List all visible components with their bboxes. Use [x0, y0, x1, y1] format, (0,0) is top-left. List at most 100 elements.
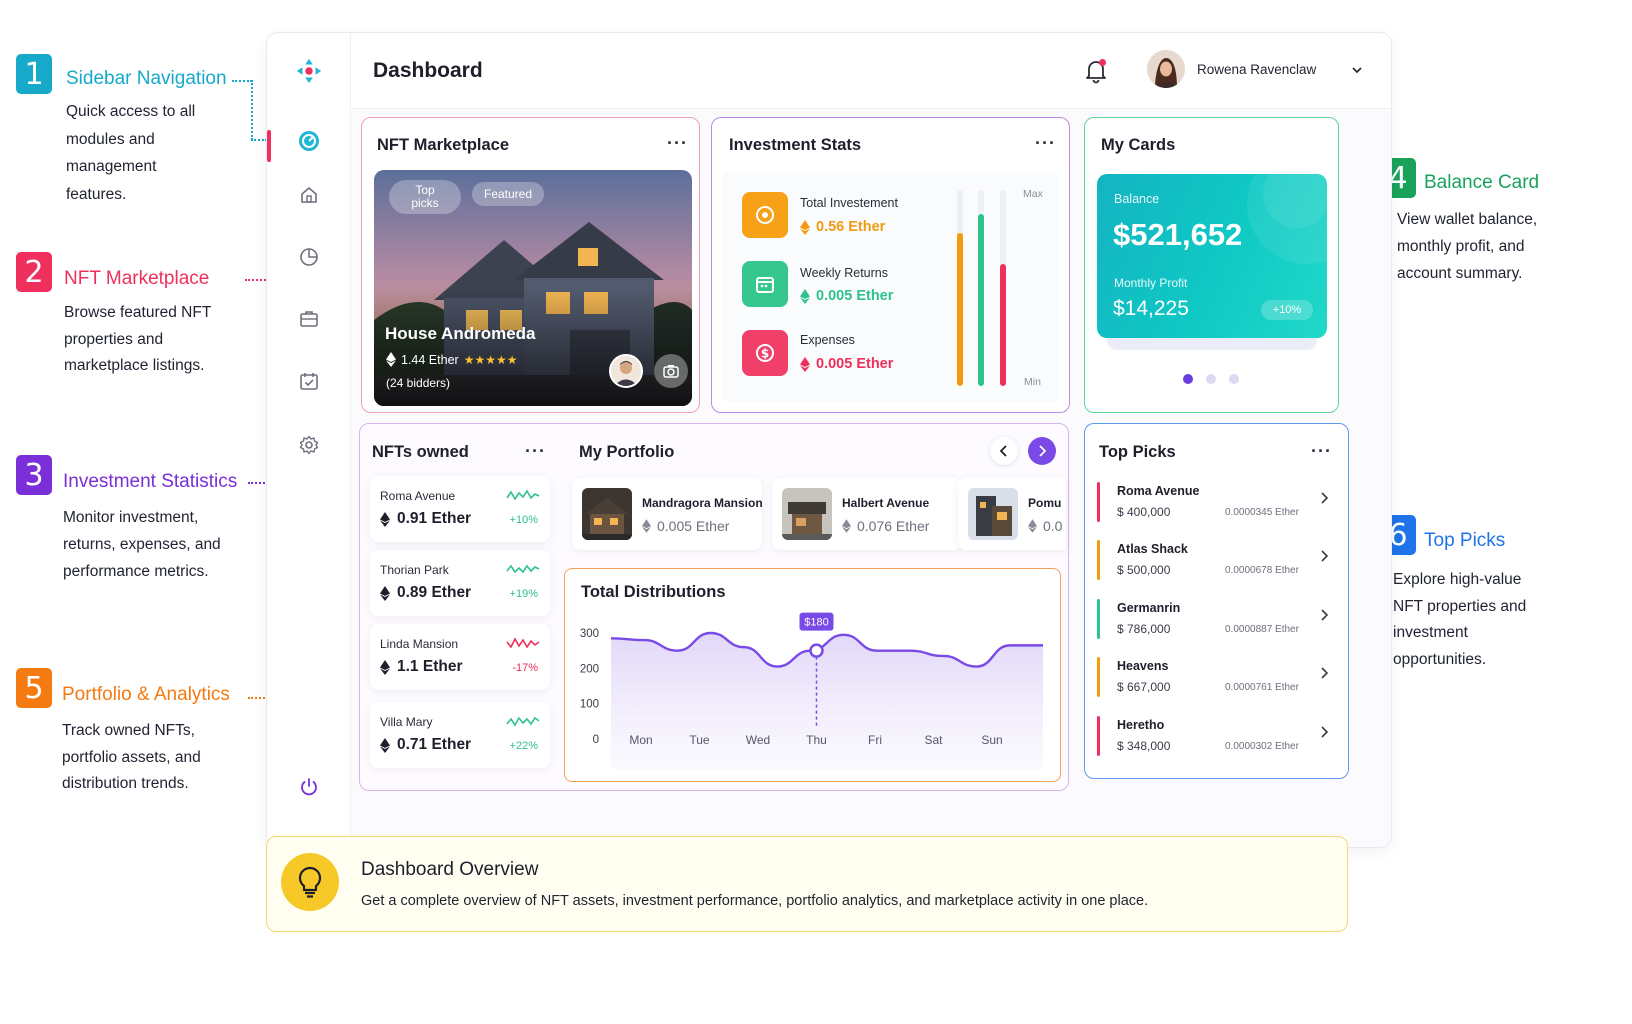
card-title: NFT Marketplace — [377, 136, 510, 154]
balance-amount: $521,652 — [1113, 217, 1243, 252]
carousel-dot[interactable] — [1206, 374, 1216, 384]
more-options-icon[interactable]: ··· — [667, 133, 688, 153]
tag-featured[interactable]: Featured — [472, 182, 544, 206]
owned-nft-value-text: 0.91 Ether — [397, 510, 472, 527]
overview-title: Dashboard Overview — [361, 859, 539, 880]
featured-property-image[interactable]: Top picks Featured House Andromeda 1.44 … — [374, 170, 692, 406]
camera-icon[interactable] — [654, 354, 688, 388]
annotation-title-investment-statistics: Investment Statistics — [63, 471, 238, 492]
chevron-right-icon[interactable] — [1319, 549, 1329, 563]
user-name[interactable]: Rowena Ravenclaw — [1197, 62, 1317, 77]
portfolio-item-value: 0.0 — [1028, 518, 1062, 534]
top-pick-item[interactable]: Germanrin $ 786,000 0.0000887 Ether — [1097, 597, 1335, 643]
annotation-desc-investment-statistics: Monitor investment, returns, expenses, a… — [63, 509, 221, 580]
total-distributions-card: Total Distributions 300 200 100 0 Mon Tue Wed T… — [564, 568, 1061, 782]
sidebar — [267, 33, 351, 847]
card-title: My Cards — [1101, 136, 1176, 154]
max-label: Max — [1023, 188, 1043, 200]
stat-value-text: 0.56 Ether — [816, 219, 886, 235]
owned-nft-name: Thorian Park — [380, 563, 449, 577]
notification-bell-icon[interactable] — [1084, 58, 1108, 89]
profit-change-badge: +10% — [1261, 300, 1313, 320]
distributions-chart: 300 200 100 0 Mon Tue Wed Thu Fri Sat Sun $180 — [580, 612, 1043, 769]
annotation-desc-balance-card: View wallet balance, monthly profit, and… — [1397, 211, 1538, 282]
rating-stars: ★★★★★ — [463, 352, 518, 367]
chevron-down-icon[interactable] — [1351, 63, 1363, 81]
chevron-right-icon[interactable] — [1319, 491, 1329, 505]
top-picks-card: Top Picks ··· Roma Avenue $ 400,000 0.00… — [1084, 423, 1349, 779]
owned-nft-item[interactable]: Linda Mansion 1.1 Ether -17% — [370, 624, 550, 690]
pie-chart-icon[interactable] — [295, 243, 323, 271]
annotation-desc-top-picks: Explore high-value NFT properties and in… — [1393, 571, 1527, 668]
stat-value: 0.005 Ether — [800, 288, 893, 304]
calendar-check-icon[interactable] — [295, 367, 323, 395]
stat-label: Weekly Returns — [800, 266, 888, 280]
owned-nft-value-text: 0.71 Ether — [397, 736, 472, 753]
min-label: Min — [1024, 376, 1041, 388]
stat-value-text: 0.005 Ether — [816, 356, 894, 372]
chart-title: Total Distributions — [581, 583, 726, 601]
annotation-title-portfolio-analytics: Portfolio & Analytics — [62, 684, 230, 705]
owned-nft-change: +10% — [509, 514, 538, 526]
highlight-point[interactable] — [809, 643, 824, 658]
more-options-icon[interactable]: ··· — [525, 441, 546, 461]
top-pick-item[interactable]: Heavens $ 667,000 0.0000761 Ether — [1097, 655, 1335, 701]
x-tick-label: Thu — [806, 733, 827, 747]
chevron-right-icon[interactable] — [1319, 666, 1329, 680]
top-pick-item[interactable]: Heretho $ 348,000 0.0000302 Ether — [1097, 714, 1335, 760]
owned-nft-value: 0.91 Ether — [380, 510, 471, 528]
settings-icon[interactable] — [295, 431, 323, 459]
sparkline-icon — [506, 564, 540, 574]
annotation-desc-nft-marketplace: Browse featured NFT properties and marke… — [64, 304, 212, 374]
annotation-title-nft-marketplace: NFT Marketplace — [64, 268, 210, 289]
power-icon[interactable] — [295, 773, 323, 801]
more-options-icon[interactable]: ··· — [1311, 441, 1332, 461]
owner-avatar[interactable] — [609, 354, 643, 388]
top-pick-name: Heavens — [1117, 659, 1169, 673]
portfolio-thumbnail — [968, 488, 1018, 540]
x-tick-label: Sat — [924, 733, 943, 747]
bidders-count: (24 bidders) — [386, 376, 451, 390]
annotation-connector — [251, 80, 253, 140]
annotation-number-5: 5 — [16, 668, 52, 708]
chevron-right-icon[interactable] — [1319, 608, 1329, 622]
top-pick-item[interactable]: Atlas Shack $ 500,000 0.0000678 Ether — [1097, 538, 1335, 584]
stat-value: 0.56 Ether — [800, 219, 885, 235]
owned-nft-item[interactable]: Villa Mary 0.71 Ether +22% — [370, 702, 550, 768]
owned-nft-item[interactable]: Thorian Park 0.89 Ether +19% — [370, 550, 550, 616]
calendar-icon — [742, 261, 788, 307]
portfolio-analytics-section: NFTs owned ··· Roma Avenue 0.91 Ether +1… — [359, 423, 1069, 791]
expenses-level-bar — [1000, 264, 1006, 386]
chevron-right-icon[interactable] — [1319, 725, 1329, 739]
top-pick-item[interactable]: Roma Avenue $ 400,000 0.0000345 Ether — [1097, 480, 1335, 526]
portfolio-item-value: 0.005 Ether — [642, 518, 729, 534]
carousel-dot[interactable] — [1229, 374, 1239, 384]
top-pick-name: Heretho — [1117, 718, 1165, 732]
briefcase-icon[interactable] — [295, 305, 323, 333]
owned-nft-name: Roma Avenue — [380, 489, 456, 503]
balance-card[interactable]: Balance $521,652 Monthly Profit $14,225 … — [1097, 174, 1327, 338]
portfolio-item[interactable]: Mandragora Mansion 0.005 Ether — [572, 478, 762, 550]
svg-text:$: $ — [761, 347, 769, 361]
portfolio-item-name: Pomu — [1028, 496, 1062, 510]
portfolio-item[interactable]: Halbert Avenue 0.076 Ether — [772, 478, 962, 550]
home-icon[interactable] — [295, 181, 323, 209]
my-cards-card: My Cards Balance $521,652 Monthly Profit… — [1084, 117, 1339, 413]
avatar[interactable] — [1147, 50, 1185, 88]
topbar: Dashboard Rowena Ravenclaw — [351, 33, 1391, 109]
dashboard-icon[interactable] — [295, 127, 323, 155]
annotation-desc-portfolio-analytics: Track owned NFTs, portfolio assets, and … — [62, 722, 201, 792]
investment-stats-card: Investment Stats ··· Total Investement 0… — [711, 117, 1070, 413]
owned-nft-item[interactable]: Roma Avenue 0.91 Ether +10% — [370, 476, 550, 542]
tag-top-picks[interactable]: Top picks — [389, 180, 461, 214]
owned-nft-name: Linda Mansion — [380, 637, 459, 651]
more-options-icon[interactable]: ··· — [1035, 133, 1056, 153]
carousel-dot-active[interactable] — [1183, 374, 1193, 384]
carousel-next-button[interactable] — [1028, 437, 1056, 465]
portfolio-item[interactable]: Pomu 0.0 — [958, 478, 1066, 550]
nft-marketplace-card: NFT Marketplace ··· — [361, 117, 700, 413]
ethereum-icon — [800, 219, 810, 235]
carousel-prev-button[interactable] — [990, 437, 1018, 465]
annotation-number-3: 3 — [16, 455, 52, 495]
top-pick-accent — [1097, 540, 1100, 580]
